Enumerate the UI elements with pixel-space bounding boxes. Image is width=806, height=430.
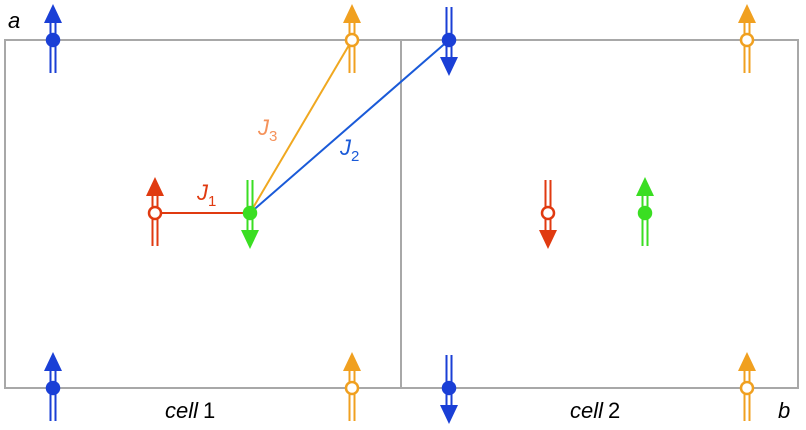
- spin-site: [344, 32, 360, 48]
- spin-site: [344, 380, 360, 396]
- axis-b: b: [778, 398, 790, 423]
- spin-site: [637, 205, 653, 221]
- spin-site: [441, 380, 457, 396]
- cell-2-frame: [400, 39, 799, 389]
- spin-head: [343, 352, 361, 371]
- spin-head: [343, 4, 361, 23]
- j-symbol: J: [339, 135, 352, 160]
- spin-site: [242, 205, 258, 221]
- j-symbol: J: [196, 180, 209, 205]
- spin-head: [44, 352, 62, 371]
- spin-head: [241, 230, 259, 249]
- j-subscript: 2: [351, 148, 359, 165]
- spin-site: [45, 380, 61, 396]
- spin-site: [45, 32, 61, 48]
- j1-label: J1: [196, 180, 216, 210]
- spin-site: [441, 32, 457, 48]
- cell-2-label: cell 2: [570, 398, 620, 423]
- cell-number: 1: [203, 398, 215, 423]
- cell-1-label: cell 1: [165, 398, 215, 423]
- spin-head: [440, 57, 458, 76]
- spin-head: [146, 177, 164, 196]
- cell-number: 2: [608, 398, 620, 423]
- cell-name: cell: [570, 398, 604, 423]
- j3-label: J3: [257, 115, 277, 145]
- spin-head: [539, 230, 557, 249]
- spin-head: [440, 405, 458, 424]
- j-subscript: 3: [269, 128, 277, 145]
- j-subscript: 1: [208, 193, 216, 210]
- spin-site: [739, 32, 755, 48]
- spin-site: [739, 380, 755, 396]
- j-symbol: J: [257, 115, 270, 140]
- axis-a: a: [8, 8, 20, 33]
- spin-site: [540, 205, 556, 221]
- cell-name: cell: [165, 398, 199, 423]
- spin-head: [636, 177, 654, 196]
- spin-head: [738, 4, 756, 23]
- spin-head: [738, 352, 756, 371]
- spin-site: [147, 205, 163, 221]
- spins: [44, 4, 756, 424]
- bond-j2: [249, 39, 450, 214]
- j2-label: J2: [339, 135, 359, 165]
- bond-j3: [249, 39, 353, 214]
- spin-head: [44, 4, 62, 23]
